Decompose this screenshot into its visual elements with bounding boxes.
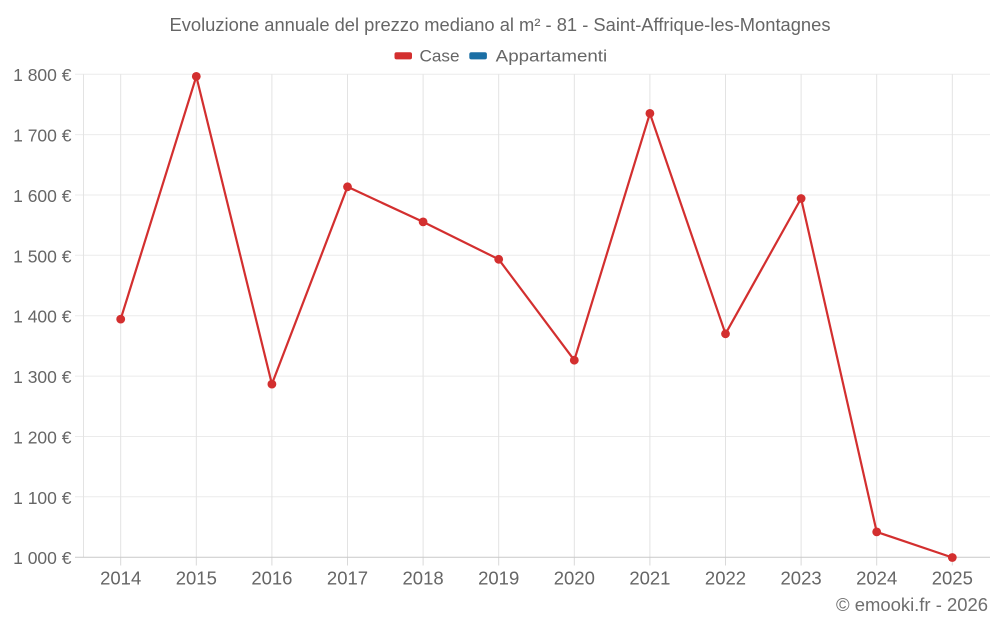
svg-text:2016: 2016 xyxy=(251,568,292,589)
svg-text:2025: 2025 xyxy=(932,568,973,589)
svg-text:1 000 €: 1 000 € xyxy=(13,548,72,568)
svg-text:2021: 2021 xyxy=(629,568,670,589)
svg-text:2014: 2014 xyxy=(100,568,141,589)
svg-text:2015: 2015 xyxy=(176,568,217,589)
svg-text:2024: 2024 xyxy=(856,568,897,589)
svg-text:2020: 2020 xyxy=(554,568,595,589)
svg-text:Appartamenti: Appartamenti xyxy=(496,47,608,66)
svg-text:1 400 €: 1 400 € xyxy=(13,307,72,327)
svg-text:1 300 €: 1 300 € xyxy=(13,367,72,387)
svg-text:1 600 €: 1 600 € xyxy=(13,186,72,206)
svg-text:© emooki.fr - 2026: © emooki.fr - 2026 xyxy=(836,595,988,615)
svg-text:Evoluzione annuale del prezzo: Evoluzione annuale del prezzo mediano al… xyxy=(170,15,831,35)
svg-text:1 100 €: 1 100 € xyxy=(13,488,72,508)
svg-text:2022: 2022 xyxy=(705,568,746,589)
svg-text:2017: 2017 xyxy=(327,568,368,589)
svg-text:2019: 2019 xyxy=(478,568,519,589)
svg-text:Case: Case xyxy=(420,47,460,66)
svg-text:2018: 2018 xyxy=(403,568,444,589)
svg-text:2023: 2023 xyxy=(781,568,822,589)
svg-text:1 800 €: 1 800 € xyxy=(13,65,72,85)
svg-text:1 500 €: 1 500 € xyxy=(13,246,72,266)
svg-text:1 700 €: 1 700 € xyxy=(13,126,72,146)
svg-text:1 200 €: 1 200 € xyxy=(13,428,72,448)
